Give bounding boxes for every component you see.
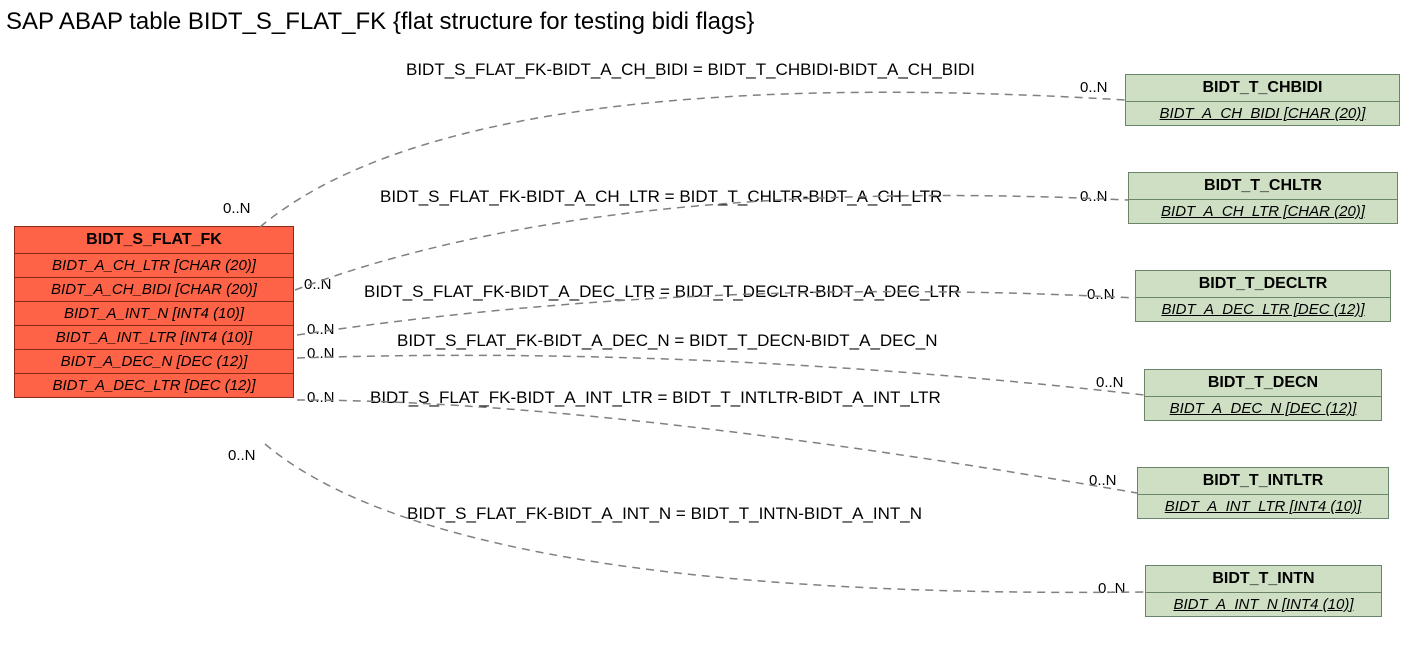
entity-header: BIDT_T_DECN <box>1145 370 1381 397</box>
cardinality-label: 0..N <box>1087 286 1115 303</box>
cardinality-label: 0..N <box>1098 580 1126 597</box>
cardinality-label: 0..N <box>304 276 332 293</box>
entity-target: BIDT_T_INTNBIDT_A_INT_N [INT4 (10)] <box>1145 565 1382 617</box>
entity-field: BIDT_A_DEC_LTR [DEC (12)] <box>15 374 293 397</box>
cardinality-label: 0..N <box>228 447 256 464</box>
entity-target: BIDT_T_DECNBIDT_A_DEC_N [DEC (12)] <box>1144 369 1382 421</box>
entity-source: BIDT_S_FLAT_FKBIDT_A_CH_LTR [CHAR (20)]B… <box>14 226 294 398</box>
cardinality-label: 0..N <box>223 200 251 217</box>
entity-target: BIDT_T_DECLTRBIDT_A_DEC_LTR [DEC (12)] <box>1135 270 1391 322</box>
relation-label: BIDT_S_FLAT_FK-BIDT_A_CH_BIDI = BIDT_T_C… <box>406 60 975 80</box>
cardinality-label: 0..N <box>307 345 335 362</box>
relation-label: BIDT_S_FLAT_FK-BIDT_A_DEC_LTR = BIDT_T_D… <box>364 282 960 302</box>
entity-target: BIDT_T_CHBIDIBIDT_A_CH_BIDI [CHAR (20)] <box>1125 74 1400 126</box>
page-title: SAP ABAP table BIDT_S_FLAT_FK {flat stru… <box>6 8 754 36</box>
entity-field: BIDT_A_CH_LTR [CHAR (20)] <box>15 254 293 278</box>
cardinality-label: 0..N <box>1096 374 1124 391</box>
entity-field: BIDT_A_DEC_N [DEC (12)] <box>15 350 293 374</box>
relation-label: BIDT_S_FLAT_FK-BIDT_A_CH_LTR = BIDT_T_CH… <box>380 187 942 207</box>
relation-label: BIDT_S_FLAT_FK-BIDT_A_INT_N = BIDT_T_INT… <box>407 504 922 524</box>
entity-field: BIDT_A_CH_LTR [CHAR (20)] <box>1129 200 1397 223</box>
entity-target: BIDT_T_INTLTRBIDT_A_INT_LTR [INT4 (10)] <box>1137 467 1389 519</box>
entity-target: BIDT_T_CHLTRBIDT_A_CH_LTR [CHAR (20)] <box>1128 172 1398 224</box>
cardinality-label: 0..N <box>1080 79 1108 96</box>
cardinality-label: 0..N <box>1080 188 1108 205</box>
entity-header: BIDT_T_CHLTR <box>1129 173 1397 200</box>
entity-field: BIDT_A_DEC_N [DEC (12)] <box>1145 397 1381 420</box>
entity-header: BIDT_T_DECLTR <box>1136 271 1390 298</box>
entity-field: BIDT_A_INT_N [INT4 (10)] <box>1146 593 1381 616</box>
relation-label: BIDT_S_FLAT_FK-BIDT_A_DEC_N = BIDT_T_DEC… <box>397 331 938 351</box>
entity-field: BIDT_A_CH_BIDI [CHAR (20)] <box>15 278 293 302</box>
entity-field: BIDT_A_INT_LTR [INT4 (10)] <box>1138 495 1388 518</box>
entity-field: BIDT_A_INT_N [INT4 (10)] <box>15 302 293 326</box>
entity-header: BIDT_T_INTN <box>1146 566 1381 593</box>
entity-field: BIDT_A_DEC_LTR [DEC (12)] <box>1136 298 1390 321</box>
relation-label: BIDT_S_FLAT_FK-BIDT_A_INT_LTR = BIDT_T_I… <box>370 388 941 408</box>
entity-header: BIDT_T_CHBIDI <box>1126 75 1399 102</box>
entity-field: BIDT_A_INT_LTR [INT4 (10)] <box>15 326 293 350</box>
cardinality-label: 0..N <box>307 321 335 338</box>
entity-field: BIDT_A_CH_BIDI [CHAR (20)] <box>1126 102 1399 125</box>
entity-header: BIDT_S_FLAT_FK <box>15 227 293 254</box>
cardinality-label: 0..N <box>1089 472 1117 489</box>
entity-header: BIDT_T_INTLTR <box>1138 468 1388 495</box>
cardinality-label: 0..N <box>307 389 335 406</box>
